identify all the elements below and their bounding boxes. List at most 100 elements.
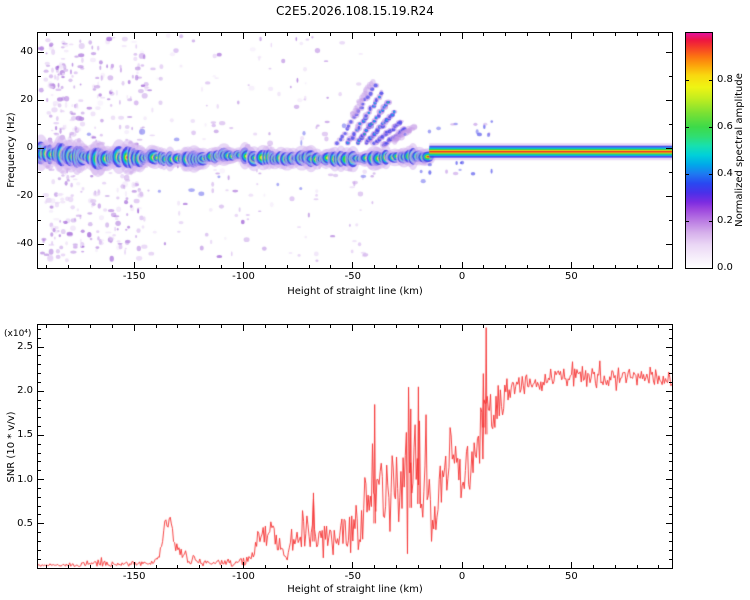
tick-mark xyxy=(461,562,463,568)
tick-mark xyxy=(46,325,48,328)
tick-mark xyxy=(38,267,41,269)
tick-mark xyxy=(483,565,485,568)
tick-mark xyxy=(374,33,376,36)
x-tick-label: 0 xyxy=(458,571,466,582)
tick-mark xyxy=(264,265,266,268)
tick-mark xyxy=(38,540,41,542)
tick-mark xyxy=(221,265,223,268)
tick-mark xyxy=(396,33,398,36)
tick-mark xyxy=(483,265,485,268)
tick-mark xyxy=(286,565,288,568)
tick-mark xyxy=(38,434,44,436)
tick-mark xyxy=(89,33,91,36)
tick-mark xyxy=(199,265,201,268)
tick-mark xyxy=(658,565,660,568)
tick-mark xyxy=(669,399,672,401)
tick-mark xyxy=(686,220,689,222)
tick-mark xyxy=(592,325,594,328)
y-tick-label: 20 xyxy=(20,94,33,106)
tick-mark xyxy=(133,325,135,331)
tick-mark xyxy=(352,33,354,39)
tick-mark xyxy=(352,325,354,331)
tick-mark xyxy=(286,33,288,36)
tick-mark xyxy=(658,265,660,268)
tick-mark xyxy=(89,565,91,568)
x-tick-label: 0 xyxy=(458,271,466,282)
tick-mark xyxy=(177,565,179,568)
tick-mark xyxy=(396,565,398,568)
tick-mark xyxy=(669,267,672,269)
colorbar-gradient xyxy=(686,33,712,268)
tick-mark xyxy=(46,33,48,36)
tick-mark xyxy=(38,479,44,481)
tick-mark xyxy=(38,549,41,551)
tick-mark xyxy=(38,147,44,149)
tick-mark xyxy=(614,265,616,268)
colorbar-tick-label: 0.8 xyxy=(717,74,733,85)
tick-mark xyxy=(199,33,201,36)
spectrogram-canvas xyxy=(38,33,672,268)
tick-mark xyxy=(592,265,594,268)
tick-mark xyxy=(669,373,672,375)
tick-mark xyxy=(666,479,672,481)
tick-mark xyxy=(666,346,672,348)
tick-mark xyxy=(38,461,41,463)
y-tick-label: 40 xyxy=(20,46,33,58)
tick-mark xyxy=(38,195,44,197)
tick-mark xyxy=(155,325,157,328)
tick-mark xyxy=(439,565,441,568)
tick-mark xyxy=(38,219,41,221)
y-tick-label: 2.0 xyxy=(17,385,33,397)
tick-mark xyxy=(111,265,113,268)
tick-mark xyxy=(38,171,41,173)
tick-mark xyxy=(666,390,672,392)
tick-mark xyxy=(38,364,41,366)
tick-mark xyxy=(417,265,419,268)
plot-title: C2E5.2026.108.15.19.R24 xyxy=(276,4,434,18)
tick-mark xyxy=(417,565,419,568)
tick-mark xyxy=(38,399,41,401)
tick-mark xyxy=(330,325,332,328)
snr-x-axis-label: Height of straight line (km) xyxy=(287,584,423,595)
tick-mark xyxy=(669,470,672,472)
tick-mark xyxy=(570,562,572,568)
tick-mark xyxy=(636,265,638,268)
tick-mark xyxy=(155,565,157,568)
tick-mark xyxy=(549,325,551,328)
tick-mark xyxy=(669,443,672,445)
tick-mark xyxy=(709,79,712,81)
tick-mark xyxy=(483,325,485,328)
tick-mark xyxy=(686,173,689,175)
tick-mark xyxy=(199,565,201,568)
colorbar xyxy=(685,32,713,269)
y-tick-label: -20 xyxy=(16,190,33,202)
tick-mark xyxy=(669,558,672,560)
tick-mark xyxy=(669,496,672,498)
tick-mark xyxy=(374,565,376,568)
tick-mark xyxy=(669,337,672,339)
tick-mark xyxy=(669,487,672,489)
tick-mark xyxy=(636,33,638,36)
colorbar-tick-label: 0.2 xyxy=(717,215,733,226)
snr-y-axis-multiplier: (x10⁴) xyxy=(4,329,32,339)
tick-mark xyxy=(666,434,672,436)
tick-mark xyxy=(199,325,201,328)
y-tick-label: 0.5 xyxy=(17,517,33,529)
tick-mark xyxy=(38,75,41,77)
tick-mark xyxy=(669,452,672,454)
tick-mark xyxy=(592,565,594,568)
tick-mark xyxy=(669,219,672,221)
tick-mark xyxy=(177,265,179,268)
colorbar-tick-label: 0.6 xyxy=(717,121,733,132)
tick-mark xyxy=(46,565,48,568)
colorbar-tick-label: 0.4 xyxy=(717,168,733,179)
y-tick-label: 2.5 xyxy=(17,341,33,353)
y-tick-label: 1.5 xyxy=(17,429,33,441)
tick-mark xyxy=(221,325,223,328)
tick-mark xyxy=(396,325,398,328)
tick-mark xyxy=(527,565,529,568)
tick-mark xyxy=(38,99,44,101)
tick-mark xyxy=(111,565,113,568)
tick-mark xyxy=(666,523,672,525)
tick-mark xyxy=(38,346,44,348)
